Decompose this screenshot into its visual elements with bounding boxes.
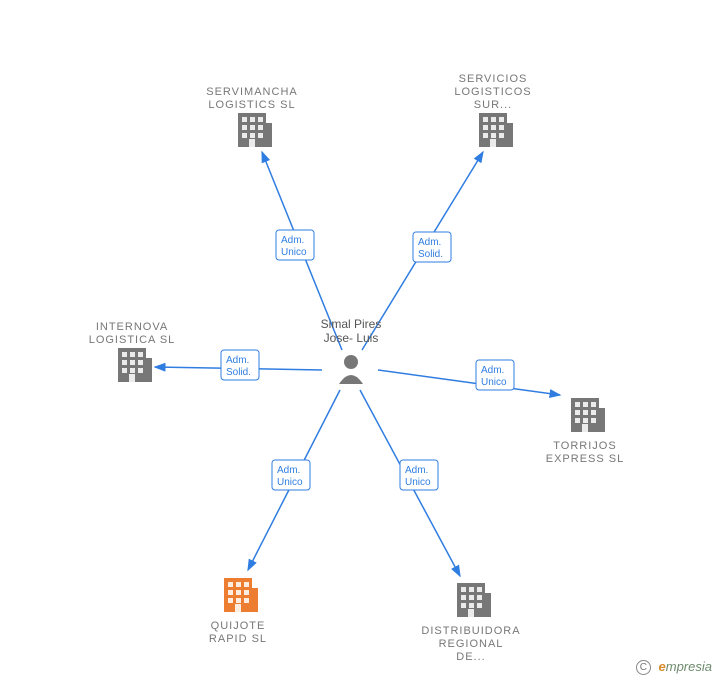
company-node-label: LOGISTICOS: [454, 86, 531, 98]
edge-label: Adm.Solid.: [413, 232, 451, 262]
edge-label-line2: Solid.: [226, 367, 251, 378]
company-node-label: SERVIMANCHA: [206, 86, 297, 98]
building-icon: [238, 113, 272, 147]
edge-label: Adm.Unico: [276, 230, 314, 260]
company-node-label: QUIJOTE: [211, 620, 266, 632]
company-node-label: SUR...: [474, 99, 512, 111]
building-icon: [571, 398, 605, 432]
company-node-label: TORRIJOS: [553, 440, 616, 452]
brand-first-letter: e: [659, 659, 666, 674]
edge-label-line1: Adm.: [405, 465, 428, 476]
footer-credit: C empresia: [636, 659, 712, 675]
person-icon: [339, 355, 363, 384]
edge-label: Adm.Unico: [400, 460, 438, 490]
company-node-label: LOGISTICA SL: [89, 334, 176, 346]
edge-label: Adm.Unico: [272, 460, 310, 490]
edge-label-line2: Unico: [277, 477, 303, 488]
building-icon: [479, 113, 513, 147]
building-icon: [224, 578, 258, 612]
edge-label-line1: Adm.: [277, 465, 300, 476]
company-node-label: EXPRESS SL: [546, 453, 624, 465]
company-node-label: SERVICIOS: [459, 73, 528, 85]
company-node-label: DISTRIBUIDORA: [421, 625, 520, 637]
brand-rest: mpresia: [666, 659, 712, 674]
edge-label-line2: Unico: [481, 377, 507, 388]
company-node-label: REGIONAL: [439, 638, 504, 650]
edge-label-line2: Unico: [281, 247, 307, 258]
edge-label-line2: Unico: [405, 477, 431, 488]
company-node-label: INTERNOVA: [96, 321, 168, 333]
building-icon: [118, 348, 152, 382]
relationship-diagram: Adm.UnicoAdm.Solid.Adm.UnicoAdm.UnicoAdm…: [0, 0, 728, 685]
edge-label-line1: Adm.: [481, 365, 504, 376]
edge-label-line2: Solid.: [418, 249, 443, 260]
edge-label-line1: Adm.: [281, 235, 304, 246]
edge-label-line1: Adm.: [226, 355, 249, 366]
relationship-edge: [378, 370, 560, 395]
center-label-line2: Jose- Luis: [324, 331, 379, 345]
center-node: Simal PiresJose- Luis: [321, 317, 382, 345]
building-icon: [457, 583, 491, 617]
edge-label: Adm.Solid.: [221, 350, 259, 380]
edge-label-line1: Adm.: [418, 237, 441, 248]
edge-label: Adm.Unico: [476, 360, 514, 390]
company-node-label: LOGISTICS SL: [208, 99, 295, 111]
company-node-label: RAPID SL: [209, 633, 267, 645]
company-node-label: DE...: [456, 651, 485, 663]
copyright-icon: C: [636, 660, 651, 675]
center-label-line1: Simal Pires: [321, 317, 382, 331]
